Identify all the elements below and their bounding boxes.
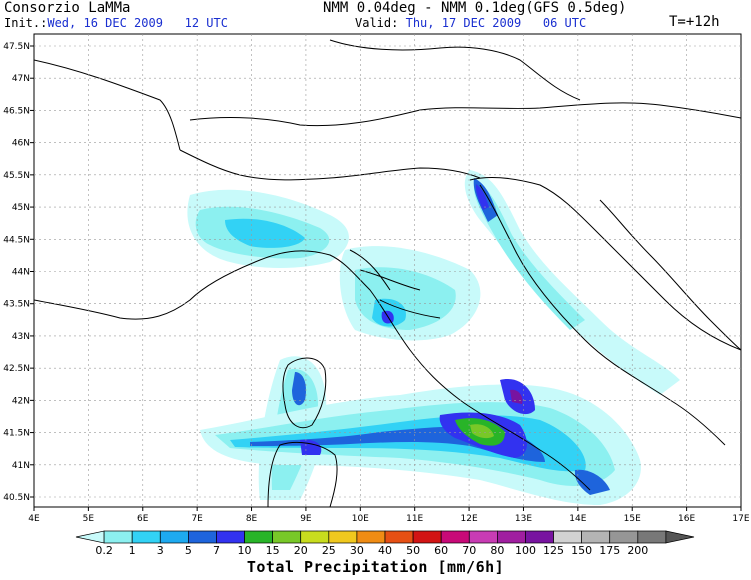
legend-swatch — [103, 530, 133, 544]
legend-swatch — [412, 530, 442, 544]
legend-label: 7 — [213, 544, 220, 557]
lon-label: 5E — [83, 514, 95, 524]
legend-label: 10 — [238, 544, 252, 557]
lat-label: 45.5N — [3, 171, 30, 181]
legend-swatch — [581, 530, 611, 544]
valid-line: Valid: Thu, 17 DEC 2009 06 UTC — [355, 16, 586, 30]
org-title: Consorzio LaMMa — [4, 0, 131, 16]
lat-label: 46.5N — [3, 106, 30, 116]
legend-label: 125 — [543, 544, 564, 557]
legend-label: 50 — [406, 544, 420, 557]
lon-label: 12E — [461, 514, 478, 524]
lat-label: 47.5N — [3, 42, 30, 52]
valid-label: Valid: — [355, 16, 399, 30]
legend-label: 150 — [571, 544, 592, 557]
legend-swatch — [356, 530, 386, 544]
legend-title: Total Precipitation [mm/6h] — [246, 558, 505, 576]
legend-label: 70 — [462, 544, 476, 557]
latitude-labels: 47.5N 47N 46.5N 46N 45.5N 45N 44.5N 44N 43.5N 43N… — [3, 42, 30, 503]
legend-swatch — [637, 530, 667, 544]
legend-label: 5 — [185, 544, 192, 557]
legend-swatch — [440, 530, 470, 544]
lat-label: 45N — [12, 203, 30, 213]
precip-field — [187, 170, 680, 505]
lon-label: 16E — [678, 514, 695, 524]
lon-label: 13E — [515, 514, 532, 524]
legend-swatch — [244, 530, 273, 544]
legend-label: 0.2 — [95, 544, 113, 557]
lon-label: 14E — [569, 514, 586, 524]
lat-label: 43N — [12, 332, 30, 342]
valid-value: Thu, 17 DEC 2009 06 UTC — [405, 16, 587, 30]
lon-label: 9E — [300, 514, 312, 524]
legend-label: 60 — [434, 544, 448, 557]
lon-label: 8E — [246, 514, 258, 524]
legend-swatch — [609, 530, 639, 544]
legend-label: 3 — [157, 544, 164, 557]
lat-label: 43.5N — [3, 300, 30, 310]
lon-label: 15E — [624, 514, 641, 524]
legend-swatch — [159, 530, 189, 544]
legend-label: 200 — [627, 544, 648, 557]
legend-label: 15 — [266, 544, 280, 557]
legend-swatch — [468, 530, 498, 544]
legend-swatch — [525, 530, 554, 544]
color-legend: 0.2 1 3 5 7 10 15 20 25 30 40 50 60 70 80 100 125 150 175 2… — [75, 530, 695, 557]
legend-label: 40 — [378, 544, 392, 557]
lon-label: 17E — [732, 514, 749, 524]
legend-swatch — [216, 530, 245, 544]
legend-swatch — [300, 530, 330, 544]
legend-label: 1 — [129, 544, 136, 557]
lat-label: 44N — [12, 268, 30, 278]
legend-swatch — [665, 530, 695, 544]
lead-time: T=+12h — [669, 14, 720, 30]
lat-label: 41.5N — [3, 429, 30, 439]
legend-swatch — [384, 530, 414, 544]
legend-swatch — [188, 530, 217, 544]
lat-label: 46N — [12, 139, 30, 149]
lat-label: 42N — [12, 396, 30, 406]
legend-label: 100 — [515, 544, 536, 557]
lon-label: 6E — [137, 514, 149, 524]
lat-label: 44.5N — [3, 235, 30, 245]
legend-label: 175 — [599, 544, 620, 557]
legend-swatch — [75, 530, 105, 544]
graticule — [30, 34, 742, 511]
longitude-labels: 4E 5E 6E 7E 8E 9E 10E 11E 12E 13E 14E 15E 16E 17E — [28, 514, 750, 524]
lat-label: 42.5N — [3, 364, 30, 374]
init-line: Init.:Wed, 16 DEC 2009 12 UTC — [4, 16, 228, 30]
init-label: Init.: — [4, 16, 48, 30]
lat-label: 41N — [12, 461, 30, 471]
legend-label: 30 — [350, 544, 364, 557]
legend-label: 80 — [490, 544, 504, 557]
lon-label: 11E — [406, 514, 423, 524]
map-frame — [33, 33, 742, 508]
legend-label: 20 — [294, 544, 308, 557]
init-value: Wed, 16 DEC 2009 12 UTC — [47, 16, 228, 30]
lat-label: 47N — [12, 74, 30, 84]
legend-swatch — [328, 530, 358, 544]
legend-swatch — [497, 530, 526, 544]
model-title: NMM 0.04deg - NMM 0.1deg(GFS 0.5deg) — [323, 0, 627, 16]
legend-swatch — [131, 530, 161, 544]
lon-label: 7E — [191, 514, 203, 524]
lat-label: 40.5N — [3, 493, 30, 503]
legend-swatch — [553, 530, 582, 544]
coastlines — [34, 39, 741, 507]
legend-swatch — [272, 530, 302, 544]
legend-label: 25 — [322, 544, 336, 557]
lon-label: 4E — [28, 514, 40, 524]
lon-label: 10E — [352, 514, 369, 524]
